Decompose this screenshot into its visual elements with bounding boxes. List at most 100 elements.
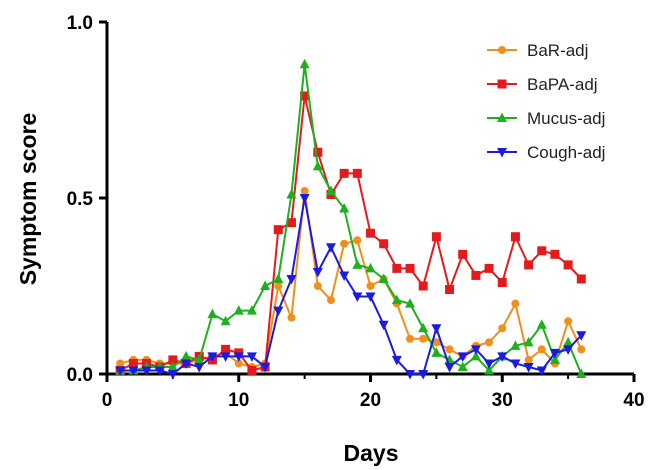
data-point-cough-adj bbox=[365, 292, 376, 303]
data-point-mucus-adj bbox=[220, 315, 231, 326]
legend-item-mucus-adj: Mucus-adj bbox=[487, 109, 605, 128]
data-point-bar-adj bbox=[326, 296, 335, 305]
data-point-cough-adj bbox=[418, 370, 429, 380]
data-point-bapa-adj bbox=[273, 225, 283, 235]
data-point-bar-adj bbox=[313, 282, 322, 290]
series-layer bbox=[115, 58, 587, 380]
y-tick-label: 0.5 bbox=[67, 189, 94, 210]
data-point-cough-adj bbox=[246, 352, 257, 362]
data-point-cough-adj bbox=[576, 331, 587, 341]
data-point-cough-adj bbox=[563, 345, 574, 355]
data-point-cough-adj bbox=[444, 362, 455, 373]
data-point-bapa-adj bbox=[221, 344, 231, 354]
data-point-bapa-adj bbox=[313, 147, 323, 157]
data-point-bar-adj bbox=[287, 313, 296, 322]
data-point-bapa-adj bbox=[431, 232, 441, 242]
data-point-bar-adj bbox=[577, 345, 586, 354]
data-point-mucus-adj bbox=[365, 262, 376, 273]
data-point-cough-adj bbox=[167, 370, 178, 380]
data-point-mucus-adj bbox=[339, 203, 350, 213]
data-point-cough-adj bbox=[470, 345, 481, 355]
data-point-bapa-adj bbox=[339, 168, 349, 178]
data-point-mucus-adj bbox=[273, 273, 284, 283]
data-point-bapa-adj bbox=[537, 246, 547, 256]
y-tick-label: 1.0 bbox=[67, 13, 93, 34]
y-axis-title: Symptom score bbox=[15, 113, 41, 286]
data-point-bar-adj bbox=[485, 338, 494, 347]
data-point-mucus-adj bbox=[312, 160, 323, 171]
data-point-mucus-adj bbox=[246, 305, 257, 315]
legend-swatch-marker bbox=[497, 148, 507, 158]
data-point-cough-adj bbox=[233, 352, 244, 362]
data-point-cough-adj bbox=[457, 352, 468, 362]
x-axis-title: Days bbox=[344, 440, 399, 466]
legend-label: Mucus-adj bbox=[527, 109, 605, 128]
data-point-bar-adj bbox=[537, 345, 546, 354]
data-point-mucus-adj bbox=[457, 361, 468, 371]
x-tick-label: 30 bbox=[492, 390, 513, 411]
data-point-mucus-adj bbox=[549, 354, 560, 364]
data-point-cough-adj bbox=[325, 243, 336, 253]
data-point-mucus-adj bbox=[536, 319, 547, 329]
data-point-bar-adj bbox=[445, 345, 454, 354]
x-tick-label: 20 bbox=[360, 390, 381, 411]
data-point-mucus-adj bbox=[484, 364, 495, 375]
data-point-cough-adj bbox=[510, 359, 521, 369]
data-point-bapa-adj bbox=[366, 228, 375, 238]
series-cough-adj bbox=[115, 194, 587, 380]
data-point-bapa-adj bbox=[563, 260, 573, 270]
data-point-cough-adj bbox=[536, 366, 547, 376]
data-point-mucus-adj bbox=[470, 350, 481, 361]
data-point-bapa-adj bbox=[550, 249, 560, 259]
data-point-bapa-adj bbox=[286, 218, 296, 228]
data-point-cough-adj bbox=[220, 352, 231, 362]
data-point-mucus-adj bbox=[431, 347, 442, 357]
data-point-mucus-adj bbox=[260, 280, 271, 290]
data-point-cough-adj bbox=[194, 362, 205, 373]
data-point-mucus-adj bbox=[167, 361, 178, 371]
legend-swatch-marker bbox=[497, 112, 507, 122]
data-point-cough-adj bbox=[299, 194, 310, 204]
legend-item-bar-adj: BaR-adj bbox=[487, 41, 588, 60]
data-point-bapa-adj bbox=[352, 168, 362, 178]
data-point-bapa-adj bbox=[524, 260, 534, 270]
data-point-bapa-adj bbox=[168, 355, 178, 365]
data-point-mucus-adj bbox=[325, 185, 336, 195]
legend-item-cough-adj: Cough-adj bbox=[487, 143, 605, 162]
data-point-mucus-adj bbox=[405, 298, 416, 308]
data-point-mucus-adj bbox=[299, 58, 310, 69]
data-point-cough-adj bbox=[352, 292, 363, 303]
data-point-mucus-adj bbox=[352, 259, 363, 269]
data-point-cough-adj bbox=[115, 366, 126, 376]
data-point-cough-adj bbox=[391, 355, 402, 366]
data-point-cough-adj bbox=[378, 320, 389, 331]
data-point-bapa-adj bbox=[484, 263, 494, 273]
axes: 0 10 20 30 40 0.0 0.5 1.0 bbox=[67, 13, 645, 411]
data-point-bapa-adj bbox=[128, 358, 138, 368]
data-point-cough-adj bbox=[154, 366, 165, 376]
series-line-bar-adj bbox=[119, 190, 583, 368]
data-point-mucus-adj bbox=[563, 336, 574, 347]
data-point-cough-adj bbox=[181, 359, 192, 369]
data-point-cough-adj bbox=[523, 362, 534, 373]
data-point-mucus-adj bbox=[286, 188, 297, 199]
data-point-bar-adj bbox=[406, 334, 415, 343]
data-point-bapa-adj bbox=[458, 249, 468, 259]
data-point-cough-adj bbox=[312, 267, 323, 278]
data-point-bar-adj bbox=[366, 282, 375, 290]
data-point-bar-adj bbox=[234, 359, 243, 368]
data-point-cough-adj bbox=[260, 362, 271, 373]
data-point-cough-adj bbox=[405, 370, 416, 380]
data-point-cough-adj bbox=[484, 359, 495, 369]
legend-swatch-marker bbox=[497, 79, 507, 89]
data-point-mucus-adj bbox=[523, 336, 534, 347]
legend-label: BaPA-adj bbox=[527, 75, 598, 94]
data-point-mucus-adj bbox=[181, 350, 192, 361]
y-tick-label: 0.0 bbox=[67, 365, 93, 386]
series-line-mucus-adj bbox=[120, 64, 583, 375]
data-point-mucus-adj bbox=[391, 294, 402, 305]
data-point-bar-adj bbox=[300, 186, 309, 195]
legend-swatch-marker bbox=[498, 46, 506, 54]
data-point-bar-adj bbox=[274, 282, 283, 290]
